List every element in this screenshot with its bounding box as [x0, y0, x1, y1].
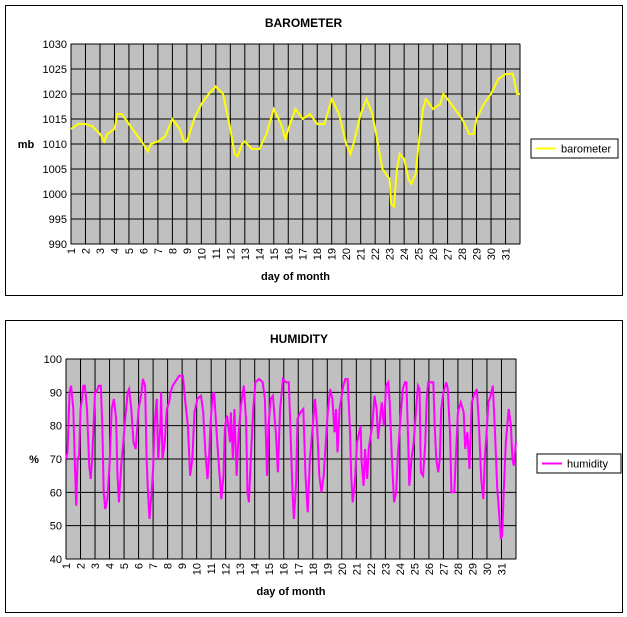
y-tick-label: 1005 — [43, 164, 67, 176]
x-tick-label: 19 — [322, 563, 334, 575]
x-tick-label: 11 — [211, 248, 223, 259]
x-tick-label: 10 — [192, 563, 204, 575]
y-tick-label: 100 — [44, 354, 62, 366]
legend-box — [536, 453, 622, 474]
x-tick-label: 30 — [482, 563, 494, 575]
x-tick-label: 28 — [453, 563, 465, 575]
x-tick-label: 13 — [240, 248, 252, 260]
legend-label: barometer — [561, 144, 611, 156]
y-tick-label: 1015 — [43, 114, 67, 126]
x-tick-label: 24 — [399, 248, 411, 260]
x-tick-label: 9 — [182, 248, 194, 254]
x-tick-label: 21 — [351, 563, 363, 575]
x-tick-label: 28 — [457, 248, 469, 260]
y-tick-label: 1025 — [43, 64, 67, 76]
chart-title: BAROMETER — [265, 16, 343, 30]
x-tick-label: 15 — [264, 563, 276, 575]
y-tick-label: 80 — [50, 421, 62, 433]
barometer-series-line — [70, 73, 520, 209]
x-tick-label: 22 — [370, 248, 382, 260]
y-tick-label: 990 — [49, 239, 67, 251]
y-tick-label: 90 — [50, 387, 62, 399]
x-axis-label: day of month — [261, 271, 330, 283]
x-tick-label: 20 — [341, 248, 353, 260]
x-tick-label: 2 — [80, 248, 92, 254]
x-tick-label: 29 — [472, 248, 484, 260]
y-axis-label: mb — [18, 139, 35, 151]
y-tick-label: 1030 — [43, 39, 67, 51]
y-tick-label: 50 — [50, 521, 62, 533]
x-tick-label: 7 — [153, 248, 165, 254]
x-tick-label: 1 — [61, 563, 73, 569]
y-tick-label: 1000 — [43, 189, 67, 201]
x-tick-label: 4 — [109, 248, 121, 254]
legend-box — [530, 138, 619, 159]
legend-label: humidity — [567, 459, 608, 471]
x-tick-label: 3 — [90, 563, 102, 569]
x-tick-label: 15 — [269, 248, 281, 260]
x-tick-label: 1 — [66, 248, 78, 254]
x-tick-label: 8 — [167, 248, 179, 254]
x-tick-label: 5 — [119, 563, 131, 569]
x-tick-label: 23 — [380, 563, 392, 575]
y-tick-label: 60 — [50, 487, 62, 499]
x-tick-label: 2 — [76, 563, 88, 569]
x-tick-label: 6 — [134, 563, 146, 569]
x-tick-label: 27 — [438, 563, 450, 575]
x-tick-label: 11 — [206, 563, 218, 574]
x-tick-label: 5 — [124, 248, 136, 254]
x-tick-label: 25 — [414, 248, 426, 260]
x-tick-label: 29 — [467, 563, 479, 575]
x-tick-label: 18 — [308, 563, 320, 575]
x-tick-label: 21 — [356, 248, 368, 260]
x-tick-label: 26 — [424, 563, 436, 575]
x-tick-label: 22 — [366, 563, 378, 575]
chart-title: HUMIDITY — [270, 332, 328, 346]
humidity-series-line — [65, 374, 517, 540]
x-tick-label: 27 — [443, 248, 455, 260]
x-tick-label: 12 — [225, 248, 237, 260]
x-tick-label: 9 — [177, 563, 189, 569]
x-axis-label: day of month — [256, 586, 325, 598]
x-tick-label: 7 — [148, 563, 160, 569]
y-axis-label: % — [29, 454, 39, 466]
x-tick-label: 20 — [337, 563, 349, 575]
barometer-chart-panel: 990 995 1000 1005 1010 1015 1020 1025 1030 1 2 3 4 5 6… — [5, 5, 623, 296]
x-tick-label: 23 — [385, 248, 397, 260]
x-tick-label: 30 — [486, 248, 498, 260]
y-tick-label: 40 — [50, 554, 62, 566]
y-tick-label: 1020 — [43, 89, 67, 101]
y-tick-label: 995 — [49, 214, 67, 226]
x-tick-label: 25 — [409, 563, 421, 575]
x-tick-label: 12 — [221, 563, 233, 575]
x-tick-label: 16 — [283, 248, 295, 260]
x-tick-label: 14 — [254, 248, 266, 260]
x-tick-label: 18 — [312, 248, 324, 260]
x-tick-label: 26 — [428, 248, 440, 260]
x-tick-label: 14 — [250, 563, 262, 575]
x-tick-label: 3 — [95, 248, 107, 254]
x-tick-label: 31 — [496, 563, 508, 575]
y-tick-label: 70 — [50, 454, 62, 466]
x-tick-label: 6 — [138, 248, 150, 254]
x-tick-label: 17 — [293, 563, 305, 575]
x-tick-label: 13 — [235, 563, 247, 575]
x-tick-label: 24 — [395, 563, 407, 575]
x-tick-label: 4 — [105, 563, 117, 569]
x-tick-label: 17 — [298, 248, 310, 260]
x-tick-label: 16 — [279, 563, 291, 575]
x-tick-label: 19 — [327, 248, 339, 260]
x-tick-label: 8 — [163, 563, 175, 569]
humidity-chart-panel: 40 50 60 70 80 90 100 1 2 3 4 5 6 7 8 9 10 11 12 13 14 15 16 17… — [5, 320, 623, 613]
x-tick-label: 10 — [196, 248, 208, 260]
y-tick-label: 1010 — [43, 139, 67, 151]
x-tick-label: 31 — [501, 248, 513, 260]
